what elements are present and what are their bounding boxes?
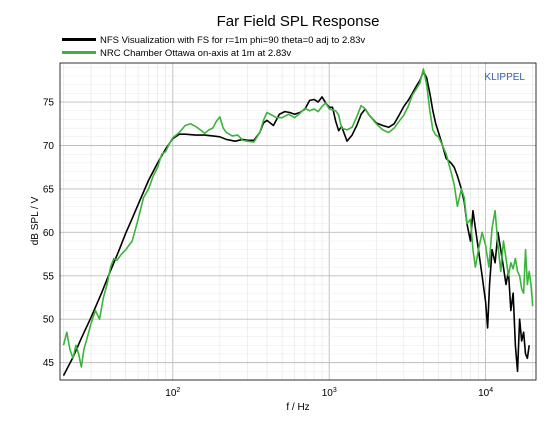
y-tick-label: 75 xyxy=(43,98,55,109)
y-tick-label: 50 xyxy=(43,315,55,326)
x-tick-label: 102 xyxy=(165,387,180,399)
y-tick-label: 55 xyxy=(43,271,55,282)
plot-frame xyxy=(59,62,537,381)
legend-swatch-nfs xyxy=(62,38,96,41)
y-tick-label: 65 xyxy=(43,184,55,195)
legend-swatch-nrc xyxy=(62,51,96,54)
x-tick-label: 103 xyxy=(322,387,337,399)
y-tick-label: 70 xyxy=(43,141,55,152)
klippel-watermark: KLIPPEL xyxy=(484,72,525,83)
legend-label-nfs: NFS Visualization with FS for r=1m phi=9… xyxy=(100,35,365,46)
legend: NFS Visualization with FS for r=1m phi=9… xyxy=(62,35,365,59)
y-tick-label: 45 xyxy=(43,358,55,369)
y-axis-label: dB SPL / V xyxy=(30,196,41,245)
chart-title: Far Field SPL Response xyxy=(217,13,380,30)
x-tick-label: 104 xyxy=(478,387,493,399)
y-tick-label: 60 xyxy=(43,228,55,239)
x-axis-label: f / Hz xyxy=(286,402,309,413)
tick-layer: 45 50 55 60 65 70 75 102 103 104 xyxy=(43,98,493,399)
series-layer xyxy=(62,68,534,377)
grid-layer xyxy=(60,63,536,381)
legend-label-nrc: NRC Chamber Ottawa on-axis at 1m at 2.83… xyxy=(100,48,291,59)
series-line-nrc xyxy=(62,68,534,368)
